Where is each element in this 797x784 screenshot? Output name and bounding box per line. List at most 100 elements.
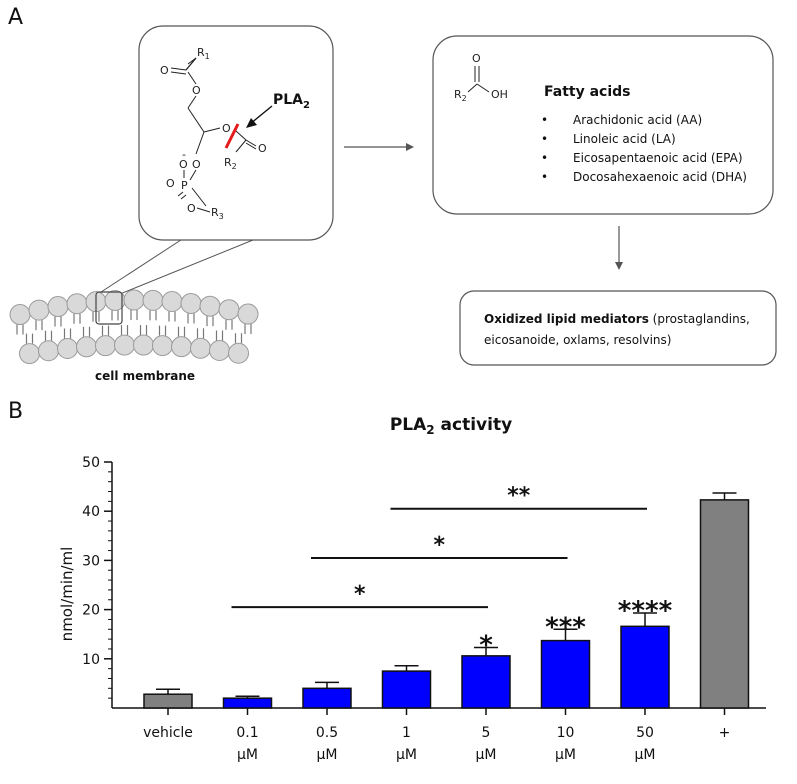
x-tick-label: 50 (636, 725, 654, 741)
svg-text:Oxidized lipid mediators (pros: Oxidized lipid mediators (prostaglandins… (484, 312, 750, 326)
fatty-acid-bullet: • (541, 132, 548, 146)
carbonyl-o1: O (160, 64, 169, 77)
x-tick-label: + (719, 725, 731, 741)
x-tick-unit: µM (555, 747, 576, 763)
lipid-head-inner (57, 338, 78, 360)
arrow-down-head (615, 262, 623, 270)
r3-label: R (211, 206, 219, 219)
bar (699, 499, 750, 709)
membrane-label: cell membrane (95, 369, 195, 383)
lipid-head-inner (209, 339, 230, 361)
lipid-head-inner (38, 340, 59, 362)
phosphorus-label: P (181, 179, 188, 192)
panel-a-label: A (8, 5, 23, 30)
bar (302, 687, 352, 709)
fa-r2-label: R (454, 88, 462, 101)
fatty-acid-bullet: • (541, 151, 548, 165)
bar (461, 655, 511, 709)
significance-mark: *** (545, 612, 586, 642)
lipid-head-outer (66, 293, 88, 315)
svg-text:R3: R3 (211, 206, 224, 221)
membrane-heads (9, 289, 259, 365)
y-tick-label: 30 (82, 553, 100, 569)
cleavage-mark (224, 123, 240, 149)
x-tick-unit: µM (317, 747, 338, 763)
phosphate-o-link: O (192, 158, 201, 171)
lipid-head-outer (47, 296, 69, 318)
chart-title-suffix: activity (435, 415, 513, 435)
x-tick-label: 5 (482, 725, 491, 741)
lipid-head-outer (218, 299, 240, 321)
lipid-head-outer (142, 289, 164, 311)
chart-title: PLA2 activity (390, 415, 512, 437)
x-tick-unit: µM (396, 747, 417, 763)
carbonyl-o2: O (258, 142, 267, 155)
phosphate-o-left: O (166, 177, 175, 190)
enzyme-sub: 2 (303, 100, 310, 111)
fatty-acids-box: O R2 OH Fatty acids • Arachidonic acid (A… (432, 35, 774, 215)
y-tick-label: 50 (82, 455, 100, 471)
x-tick-label: 10 (557, 725, 575, 741)
bar (143, 693, 193, 709)
r2-sub: 2 (232, 162, 237, 171)
lipid-head-inner (133, 334, 154, 356)
lipid-head-inner (171, 336, 192, 358)
fatty-acid-item: Linoleic acid (LA) (573, 132, 676, 146)
x-tick-unit: µM (237, 747, 258, 763)
r1-label: R (197, 46, 205, 59)
y-tick-label: 20 (82, 603, 100, 619)
x-tick-unit: µM (635, 747, 656, 763)
svg-text:R2: R2 (454, 88, 467, 103)
lipid-head-inner (228, 342, 249, 364)
bar (222, 697, 273, 709)
lipid-head-outer (237, 303, 259, 325)
fatty-acid-item: Eicosapentaenoic acid (EPA) (573, 151, 743, 165)
bar (540, 639, 591, 709)
r2-label: R (224, 156, 232, 169)
lipid-head-outer (180, 292, 202, 314)
mediators-rest: (prostaglandins, (649, 312, 750, 326)
x-tick-label: vehicle (143, 725, 193, 741)
mediators-line2: eicosanoide, oxlams, resolvins) (484, 333, 671, 347)
bracket-mark: * (354, 582, 366, 607)
structure-box (138, 25, 334, 241)
x-tick-label: 0.1 (236, 725, 258, 741)
x-tick-label: 0.5 (316, 725, 338, 741)
lipid-head-outer (28, 299, 50, 321)
lipid-head-outer (123, 289, 145, 311)
lipid-head-inner (95, 335, 116, 357)
chart-title-sub: 2 (426, 423, 434, 437)
r3-sub: 3 (219, 212, 224, 221)
arrow-right-head (406, 143, 414, 151)
ester-o1: O (192, 84, 201, 97)
lipid-head-inner (76, 336, 97, 358)
cell-membrane: cell membrane (9, 289, 259, 383)
chart-title-main: PLA (390, 415, 427, 435)
fatty-acid-item: Docosahexaenoic acid (DHA) (573, 170, 747, 184)
y-tick-label: 10 (82, 652, 100, 668)
phosphate-charge: - (182, 148, 186, 161)
svg-text:PLA2: PLA2 (273, 92, 310, 111)
phospholipid-structure: R1 O O O O R2 O - O O P O R3 PLA2 (138, 25, 334, 241)
fa-oh-label: OH (491, 88, 508, 101)
fa-o-label: O (472, 52, 481, 65)
y-tick-label: 40 (82, 504, 100, 520)
zoom-line-left (97, 237, 185, 295)
mediators-title: Oxidized lipid mediators (484, 312, 649, 326)
lipid-head-outer (161, 291, 183, 313)
bracket-mark: ** (507, 484, 531, 509)
membrane-zoom-box (95, 291, 123, 325)
lipid-head-inner (190, 337, 211, 359)
bracket-mark: * (433, 533, 445, 558)
lipid-head-inner (152, 335, 173, 357)
zoom-line-right (119, 237, 259, 295)
significance-mark: **** (618, 596, 673, 626)
svg-text:R2: R2 (224, 156, 237, 171)
fatty-acid-bullet: • (541, 170, 548, 184)
bar (620, 625, 670, 709)
enzyme-arrowhead (246, 118, 257, 128)
phosphate-o-top: O (179, 158, 188, 171)
fatty-acid-list: • Arachidonic acid (AA) • Linoleic acid (LA… (541, 113, 747, 184)
x-tick-unit: µM (476, 747, 497, 763)
